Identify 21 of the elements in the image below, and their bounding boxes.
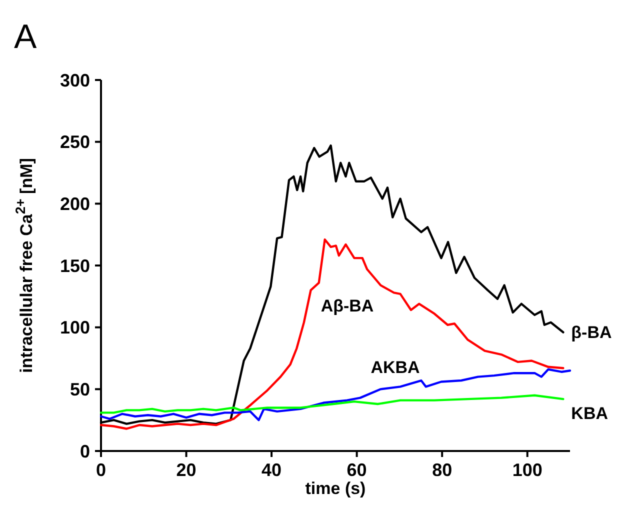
y-tick-label: 100 — [60, 318, 90, 338]
x-tick-label: 100 — [512, 460, 542, 480]
series-label: KBA — [571, 404, 608, 424]
y-tick-label: 200 — [60, 194, 90, 214]
x-tick-label: 20 — [176, 460, 196, 480]
x-tick-label: 80 — [432, 460, 452, 480]
line-series — [100, 238, 564, 430]
series-label: AKBA — [370, 358, 420, 378]
series-label: β-BA — [571, 323, 612, 342]
x-tick-label: 0 — [96, 460, 106, 480]
x-tick-label: 60 — [346, 460, 367, 480]
x-axis-title: time (s) — [305, 479, 366, 498]
y-tick-label: 150 — [60, 256, 90, 276]
series-label: Aβ-BA — [320, 296, 374, 316]
y-tick-label: 300 — [60, 70, 90, 90]
y-tick-label: 0 — [80, 441, 90, 462]
line-series — [100, 394, 564, 414]
y-tick-label: 250 — [60, 132, 90, 152]
y-tick-label: 50 — [70, 379, 90, 400]
x-tick-label: 40 — [262, 460, 282, 480]
text: A — [14, 18, 37, 56]
